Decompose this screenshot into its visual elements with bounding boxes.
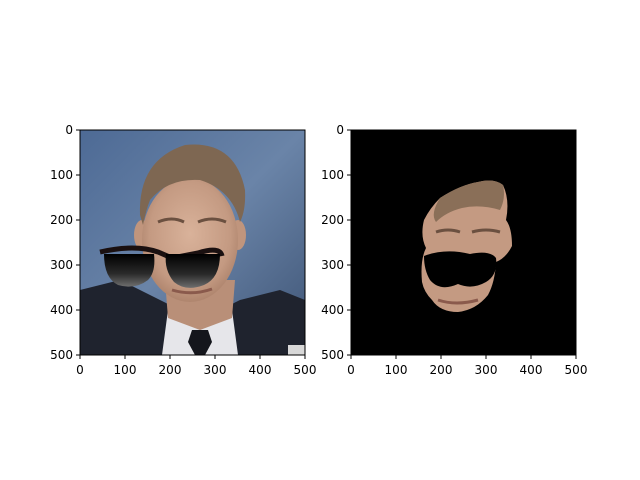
x-tick-label: 0 — [76, 363, 84, 377]
y-tick-label: 500 — [321, 348, 344, 362]
right-axes-frame — [350, 129, 577, 356]
y-tick-label: 400 — [321, 303, 344, 317]
y-tick-label: 0 — [336, 123, 344, 137]
x-tick-label: 500 — [565, 363, 588, 377]
y-tick-label: 300 — [321, 258, 344, 272]
x-tick-label: 200 — [430, 363, 453, 377]
x-tick-label: 200 — [159, 363, 182, 377]
y-tick-label: 0 — [65, 123, 73, 137]
x-tick-label: 100 — [385, 363, 408, 377]
y-tick-label: 200 — [321, 213, 344, 227]
y-tick-label: 300 — [50, 258, 73, 272]
x-tick-label: 400 — [249, 363, 272, 377]
sunglasses-icon — [99, 245, 225, 288]
x-tick-label: 500 — [294, 363, 317, 377]
y-tick-label: 400 — [50, 303, 73, 317]
x-tick-label: 300 — [204, 363, 227, 377]
y-tick-label: 100 — [50, 168, 73, 182]
face-photo — [80, 130, 305, 355]
x-tick-label: 300 — [475, 363, 498, 377]
x-tick-label: 100 — [114, 363, 137, 377]
masked-face — [351, 130, 576, 355]
y-tick-label: 200 — [50, 213, 73, 227]
x-tick-label: 0 — [347, 363, 355, 377]
y-tick-label: 500 — [50, 348, 73, 362]
left-axes-frame — [79, 129, 306, 356]
y-tick-label: 100 — [321, 168, 344, 182]
x-tick-label: 400 — [520, 363, 543, 377]
